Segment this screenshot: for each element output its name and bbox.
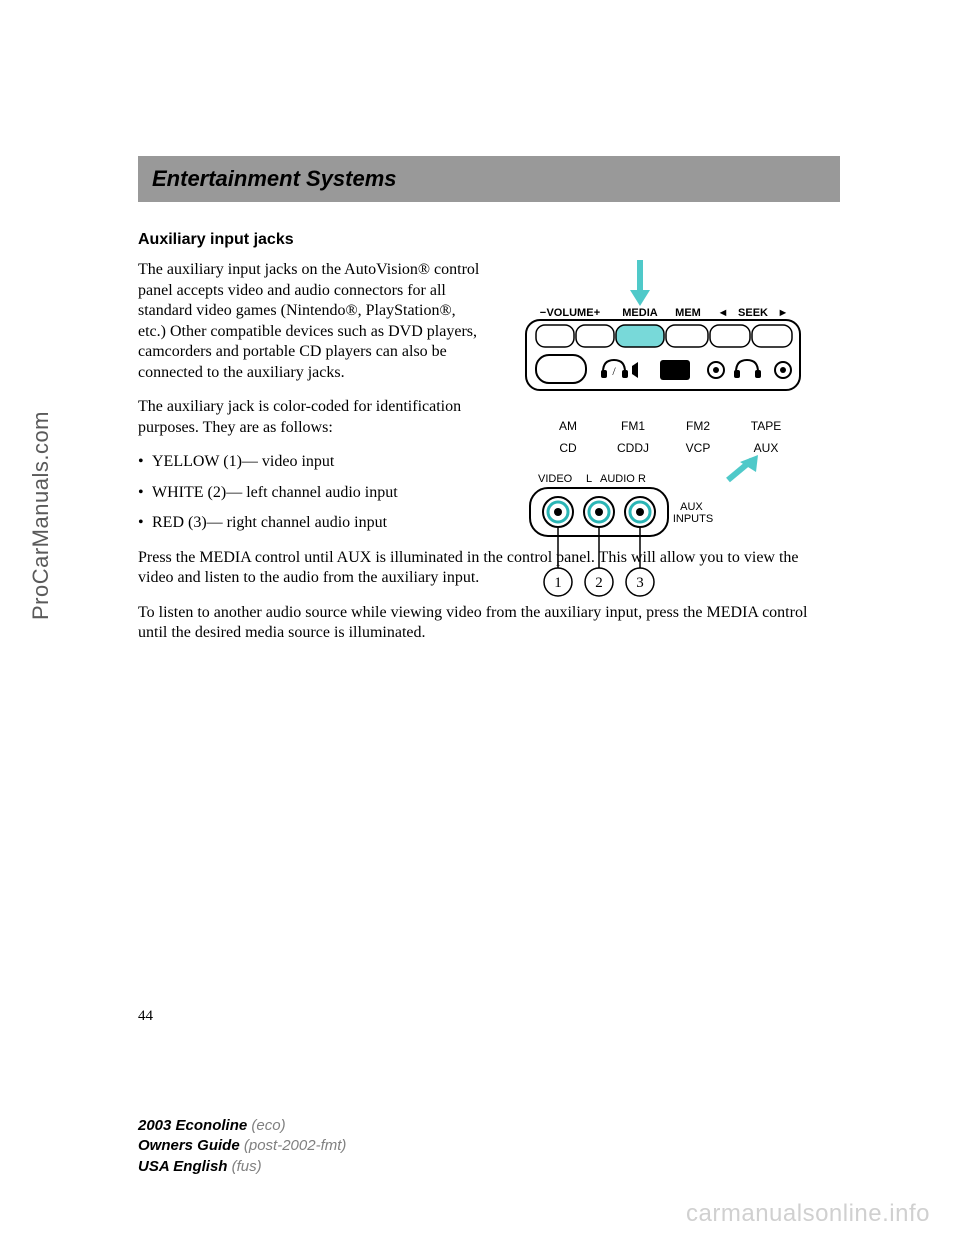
section-header-title: Entertainment Systems	[152, 166, 826, 192]
list-item: YELLOW (1)— video input	[138, 452, 486, 472]
source-cddj: CDDJ	[617, 441, 649, 455]
control-panel-svg: − VOLUME + MEDIA MEM ◄ SEEK ►	[508, 260, 838, 660]
volume-label: VOLUME	[546, 307, 593, 319]
subsection-title: Auxiliary input jacks	[138, 230, 486, 250]
paragraph: The auxiliary jack is color-coded for id…	[138, 397, 486, 438]
jack-label-audio: AUDIO	[600, 473, 635, 485]
video-jack	[543, 497, 573, 527]
callout-2: 2	[595, 575, 603, 591]
jack-label-l: L	[586, 473, 592, 485]
volume-down-button	[536, 325, 574, 347]
page-content: Entertainment Systems Auxiliary input ja…	[138, 156, 840, 658]
footer-model-code: (eco)	[251, 1117, 285, 1134]
mem-label: MEM	[675, 307, 701, 319]
footer-guide: Owners Guide	[138, 1137, 240, 1154]
media-button	[616, 325, 664, 347]
left-audio-jack	[584, 497, 614, 527]
footer-lang: USA English	[138, 1158, 227, 1175]
footer-guide-code: (post-2002-fmt)	[244, 1137, 347, 1154]
paragraph: The auxiliary input jacks on the AutoVis…	[138, 260, 486, 383]
svg-text:/: /	[612, 364, 616, 378]
callouts: 1 2 3	[544, 528, 654, 596]
footer-model: 2003 Econoline	[138, 1117, 247, 1134]
source-labels: AM FM1 FM2 TAPE CD CDDJ VCP AUX	[559, 419, 781, 455]
mem-button	[666, 325, 708, 347]
source-aux: AUX	[754, 441, 779, 455]
headphone-icon-2	[734, 360, 761, 378]
volume-minus-label: −	[540, 307, 546, 319]
headphone-speaker-icon: /	[601, 360, 638, 378]
seek-right-label: ►	[778, 307, 789, 319]
media-label: MEDIA	[622, 307, 658, 319]
seek-left-label: ◄	[718, 307, 729, 319]
source-fm2: FM2	[686, 419, 710, 433]
page-number: 44	[138, 1008, 153, 1025]
seek-down-button	[710, 325, 750, 347]
source-am: AM	[559, 419, 577, 433]
volume-up-button	[576, 325, 614, 347]
jack-label-r: R	[638, 473, 646, 485]
jack-label-video: VIDEO	[538, 473, 573, 485]
right-audio-jack	[625, 497, 655, 527]
ir-window	[660, 360, 690, 380]
power-button	[536, 355, 586, 383]
button-panel: − VOLUME + MEDIA MEM ◄ SEEK ►	[526, 307, 800, 390]
list-item: WHITE (2)— left channel audio input	[138, 483, 486, 503]
left-text-column: Auxiliary input jacks The auxiliary inpu…	[138, 230, 486, 534]
source-cd: CD	[559, 441, 577, 455]
list-item: RED (3)— right channel audio input	[138, 513, 486, 533]
footer-meta: 2003 Econoline (eco) Owners Guide (post-…	[138, 1116, 346, 1177]
media-arrow-icon	[630, 260, 650, 306]
aux-jacks-panel: VIDEO L AUDIO R	[530, 473, 713, 536]
footer-lang-code: (fus)	[232, 1158, 262, 1175]
callout-1: 1	[554, 575, 562, 591]
source-tape: TAPE	[751, 419, 781, 433]
aux-arrow-icon	[728, 455, 758, 480]
seek-label: SEEK	[738, 307, 768, 319]
watermark-bottom: carmanualsonline.info	[686, 1200, 930, 1228]
callout-3: 3	[636, 575, 644, 591]
volume-plus-label: +	[594, 307, 600, 319]
control-panel-figure: − VOLUME + MEDIA MEM ◄ SEEK ►	[508, 260, 838, 660]
source-vcp: VCP	[686, 441, 711, 455]
section-header: Entertainment Systems	[138, 156, 840, 202]
aux-inputs-label: AUX INPUTS	[673, 501, 713, 525]
bullet-list: YELLOW (1)— video input WHITE (2)— left …	[138, 452, 486, 533]
content-area: Auxiliary input jacks The auxiliary inpu…	[138, 230, 840, 644]
watermark-left: ProCarManuals.com	[28, 411, 54, 620]
seek-up-button	[752, 325, 792, 347]
source-fm1: FM1	[621, 419, 645, 433]
